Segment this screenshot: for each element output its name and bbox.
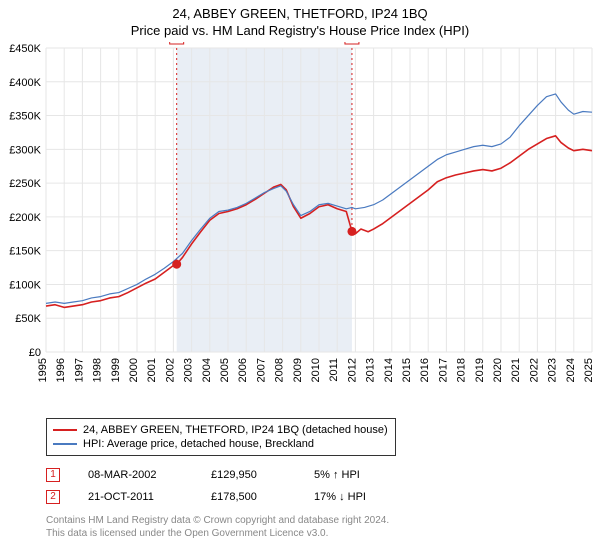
svg-text:£50K: £50K [15,313,41,325]
svg-text:2: 2 [349,42,355,44]
legend-swatch [53,443,77,445]
svg-text:2022: 2022 [528,358,540,382]
footer-line-2: This data is licensed under the Open Gov… [46,527,600,540]
transaction-row: 2 21-OCT-2011 £178,500 17% ↓ HPI [46,486,600,508]
footer-attribution: Contains HM Land Registry data © Crown c… [46,514,600,540]
svg-text:2008: 2008 [274,358,286,382]
svg-text:£300K: £300K [9,144,41,156]
svg-text:1997: 1997 [73,358,85,382]
chart-subtitle: Price paid vs. HM Land Registry's House … [0,21,600,42]
svg-text:2014: 2014 [383,358,395,382]
svg-text:£200K: £200K [9,212,41,224]
svg-text:£400K: £400K [9,77,41,89]
svg-text:2002: 2002 [164,358,176,382]
svg-text:2010: 2010 [310,358,322,382]
chart-svg: £0 £50K £100K £150K £200K £250K £300K £350K £400… [0,42,600,412]
svg-text:2005: 2005 [219,358,231,382]
legend-label: HPI: Average price, detached house, Brec… [83,438,314,450]
chart-plot-area: £0 £50K £100K £150K £200K £250K £300K £350K £400… [0,42,600,412]
svg-text:2016: 2016 [419,358,431,382]
legend: 24, ABBEY GREEN, THETFORD, IP24 1BQ (det… [46,418,396,456]
svg-text:1: 1 [174,42,180,44]
transaction-date: 21-OCT-2011 [88,491,183,503]
chart-container: 24, ABBEY GREEN, THETFORD, IP24 1BQ Pric… [0,0,600,560]
footer-line-1: Contains HM Land Registry data © Crown c… [46,514,600,527]
legend-label: 24, ABBEY GREEN, THETFORD, IP24 1BQ (det… [83,424,388,436]
transaction-price: £129,950 [211,469,286,481]
chart-title: 24, ABBEY GREEN, THETFORD, IP24 1BQ [0,0,600,21]
legend-swatch [53,429,77,431]
svg-text:2023: 2023 [547,358,559,382]
transaction-marker: 2 [46,490,60,504]
svg-text:2000: 2000 [128,358,140,382]
transaction-row: 1 08-MAR-2002 £129,950 5% ↑ HPI [46,464,600,486]
transaction-table: 1 08-MAR-2002 £129,950 5% ↑ HPI 2 21-OCT-2011… [46,464,600,508]
svg-text:2013: 2013 [365,358,377,382]
transaction-delta: 17% ↓ HPI [314,491,404,503]
transaction-price: £178,500 [211,491,286,503]
svg-text:2019: 2019 [474,358,486,382]
transaction-delta: 5% ↑ HPI [314,469,404,481]
legend-item: HPI: Average price, detached house, Brec… [53,437,389,451]
svg-text:1998: 1998 [92,358,104,382]
svg-text:2001: 2001 [146,358,158,382]
svg-text:2004: 2004 [201,358,213,382]
transaction-date: 08-MAR-2002 [88,469,183,481]
svg-text:1995: 1995 [37,358,49,382]
svg-text:£100K: £100K [9,279,41,291]
svg-text:£450K: £450K [9,43,41,55]
svg-text:2003: 2003 [183,358,195,382]
svg-text:2006: 2006 [237,358,249,382]
svg-text:£350K: £350K [9,111,41,123]
svg-text:£150K: £150K [9,246,41,258]
svg-text:2011: 2011 [328,358,340,382]
svg-text:2012: 2012 [346,358,358,382]
svg-text:£0: £0 [29,347,41,359]
legend-item: 24, ABBEY GREEN, THETFORD, IP24 1BQ (det… [53,423,389,437]
svg-text:2007: 2007 [255,358,267,382]
svg-text:2018: 2018 [456,358,468,382]
svg-text:2015: 2015 [401,358,413,382]
svg-text:1996: 1996 [55,358,67,382]
svg-text:2017: 2017 [437,358,449,382]
svg-text:2025: 2025 [583,358,595,382]
svg-text:1999: 1999 [110,358,122,382]
transaction-marker: 1 [46,468,60,482]
svg-text:2021: 2021 [510,358,522,382]
svg-text:2024: 2024 [565,358,577,382]
svg-text:2009: 2009 [292,358,304,382]
svg-text:2020: 2020 [492,358,504,382]
svg-text:£250K: £250K [9,178,41,190]
